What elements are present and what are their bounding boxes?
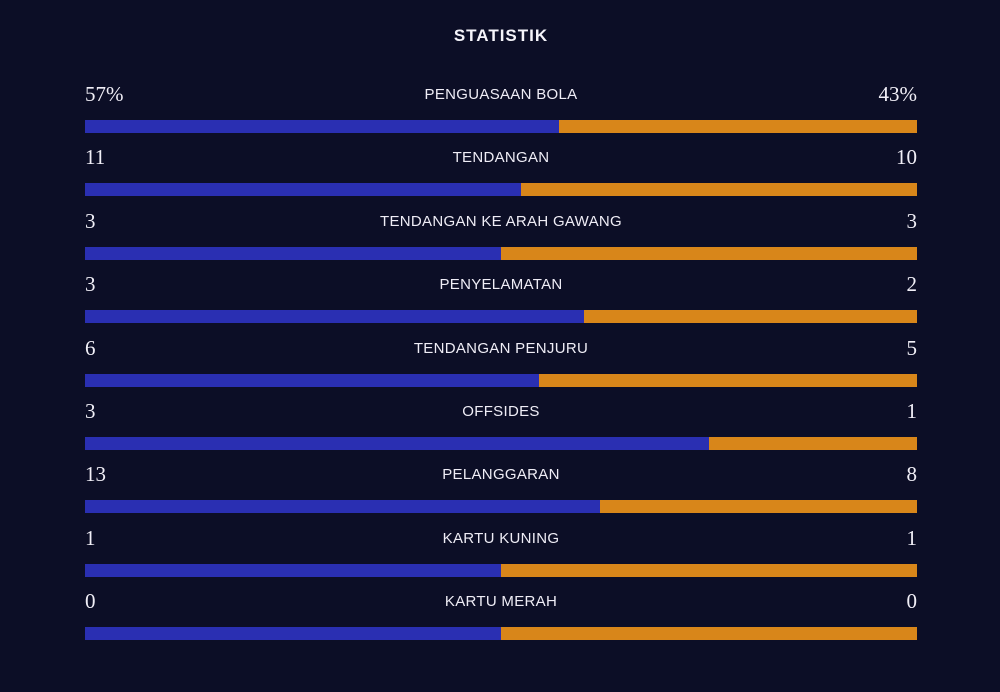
- stat-row-header: 3 OFFSIDES 1: [85, 399, 917, 423]
- home-value: 1: [85, 525, 96, 550]
- panel-title: STATISTIK: [453, 26, 549, 45]
- stat-label: KARTU KUNING: [442, 529, 560, 547]
- stats-list: 57% PENGUASAAN BOLA 43% 11 TENDANGAN 10 …: [85, 82, 917, 653]
- stat-row: 13 PELANGGARAN 8: [85, 462, 917, 525]
- away-bar-segment: [520, 183, 917, 197]
- home-bar-segment: [85, 500, 601, 514]
- home-bar-segment: [85, 627, 501, 641]
- stat-row-header: 1 KARTU KUNING 1: [85, 526, 917, 550]
- stat-row-header: 3 TENDANGAN KE ARAH GAWANG 3: [85, 209, 917, 233]
- home-value: 0: [85, 589, 96, 614]
- stat-bar: [85, 627, 917, 641]
- stat-row-header: 0 KARTU MERAH 0: [85, 589, 917, 613]
- stat-row-header: 57% PENGUASAAN BOLA 43%: [85, 82, 917, 106]
- stat-label: PENYELAMATAN: [439, 276, 563, 294]
- away-bar-segment: [501, 563, 917, 577]
- stat-bar: [85, 373, 917, 387]
- stat-label: PELANGGARAN: [442, 466, 560, 484]
- home-value: 3: [85, 398, 96, 423]
- home-bar-segment: [85, 183, 521, 197]
- stat-label: TENDANGAN KE ARAH GAWANG: [380, 212, 622, 230]
- stat-row-header: 11 TENDANGAN 10: [85, 145, 917, 169]
- stat-row: 1 KARTU KUNING 1: [85, 526, 917, 589]
- stat-row-header: 3 PENYELAMATAN 2: [85, 272, 917, 296]
- stat-row: 3 TENDANGAN KE ARAH GAWANG 3: [85, 209, 917, 272]
- stat-row: 6 TENDANGAN PENJURU 5: [85, 336, 917, 399]
- stat-label: OFFSIDES: [462, 402, 540, 420]
- away-value: 3: [906, 208, 918, 233]
- home-value: 11: [85, 145, 106, 170]
- away-bar-segment: [538, 373, 917, 387]
- away-value: 8: [906, 462, 918, 487]
- away-value: 0: [906, 589, 918, 614]
- home-value: 13: [85, 462, 106, 487]
- home-value: 57%: [85, 82, 124, 106]
- stat-bar: [85, 246, 917, 260]
- stat-bar: [85, 310, 917, 324]
- stat-label: TENDANGAN PENJURU: [413, 339, 589, 357]
- away-bar-segment: [709, 436, 917, 450]
- away-bar-segment: [501, 246, 917, 260]
- away-value: 43%: [878, 82, 918, 106]
- stat-label: TENDANGAN: [452, 149, 550, 167]
- stat-bar: [85, 120, 917, 133]
- home-bar-segment: [85, 310, 585, 324]
- home-bar-segment: [85, 120, 560, 133]
- stat-row: 11 TENDANGAN 10: [85, 145, 917, 208]
- away-value: 2: [906, 272, 918, 297]
- stat-row: 3 PENYELAMATAN 2: [85, 272, 917, 335]
- away-value: 5: [906, 335, 918, 360]
- stat-bar: [85, 183, 917, 197]
- stat-label: KARTU MERAH: [444, 593, 558, 611]
- home-bar-segment: [85, 563, 501, 577]
- home-bar-segment: [85, 436, 709, 450]
- away-value: 1: [906, 398, 918, 423]
- away-bar-segment: [559, 120, 917, 133]
- home-bar-segment: [85, 373, 539, 387]
- home-bar-segment: [85, 246, 501, 260]
- away-bar-segment: [501, 627, 917, 641]
- stat-label: PENGUASAAN BOLA: [424, 86, 578, 103]
- stat-bar: [85, 563, 917, 577]
- stat-bar: [85, 500, 917, 514]
- away-value: 10: [896, 145, 917, 170]
- away-bar-segment: [584, 310, 917, 324]
- home-value: 6: [85, 335, 96, 360]
- stat-row: 0 KARTU MERAH 0: [85, 589, 917, 652]
- stat-row: 57% PENGUASAAN BOLA 43%: [85, 82, 917, 145]
- stat-row-header: 6 TENDANGAN PENJURU 5: [85, 336, 917, 360]
- stat-row: 3 OFFSIDES 1: [85, 399, 917, 462]
- away-value: 1: [906, 525, 918, 550]
- stat-row-header: 13 PELANGGARAN 8: [85, 462, 917, 486]
- stat-bar: [85, 436, 917, 450]
- home-value: 3: [85, 208, 96, 233]
- away-bar-segment: [600, 500, 917, 514]
- home-value: 3: [85, 272, 96, 297]
